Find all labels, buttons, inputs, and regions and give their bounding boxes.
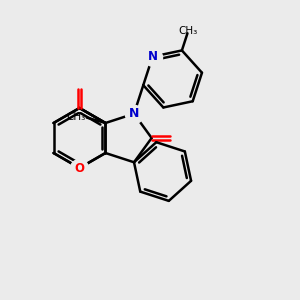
Text: N: N — [148, 50, 158, 63]
Text: CH₃: CH₃ — [66, 112, 86, 122]
Text: CH₃: CH₃ — [178, 26, 198, 36]
Text: O: O — [74, 161, 85, 175]
Text: N: N — [129, 107, 139, 120]
